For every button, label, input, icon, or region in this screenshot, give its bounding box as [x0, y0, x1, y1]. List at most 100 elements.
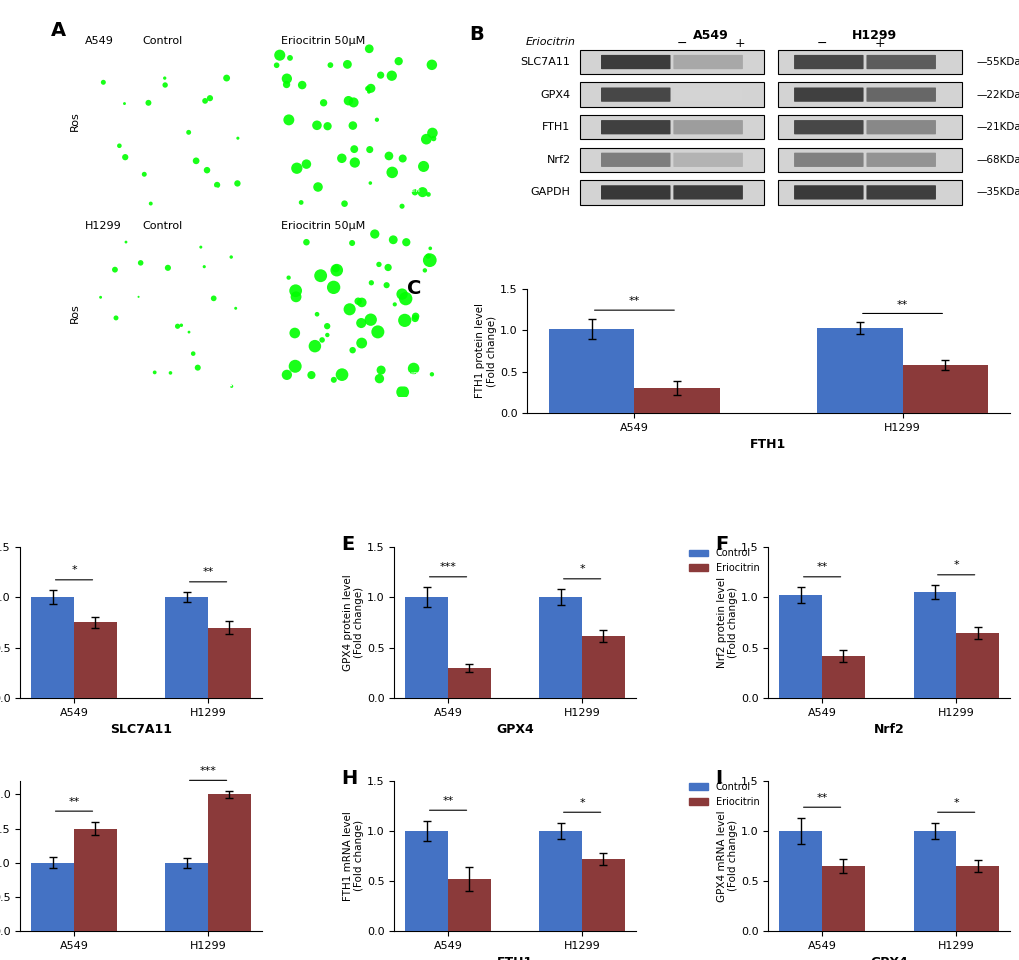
- Bar: [32, 597, 74, 698]
- Text: **: **: [68, 797, 79, 806]
- Text: FTH1: FTH1: [542, 122, 570, 132]
- FancyBboxPatch shape: [600, 120, 669, 134]
- Text: *: *: [71, 565, 76, 575]
- Text: H: H: [341, 769, 358, 787]
- Bar: [74, 828, 116, 931]
- Bar: [539, 830, 582, 931]
- FancyBboxPatch shape: [600, 185, 669, 200]
- X-axis label: Nrf2: Nrf2: [873, 723, 904, 736]
- FancyBboxPatch shape: [673, 153, 742, 167]
- Bar: [548, 328, 634, 413]
- Text: *: *: [579, 798, 584, 807]
- Bar: [902, 365, 986, 413]
- Bar: [779, 595, 821, 698]
- Bar: [913, 830, 955, 931]
- Bar: [913, 592, 955, 698]
- Text: ***: ***: [439, 563, 457, 572]
- FancyBboxPatch shape: [673, 120, 742, 134]
- Text: *: *: [953, 561, 958, 570]
- X-axis label: GPX4: GPX4: [495, 723, 534, 736]
- FancyBboxPatch shape: [580, 83, 763, 107]
- Bar: [634, 388, 719, 413]
- FancyBboxPatch shape: [777, 148, 961, 172]
- FancyBboxPatch shape: [865, 185, 935, 200]
- Text: SLC7A11: SLC7A11: [521, 57, 570, 67]
- Text: Eriocitrin 50μM: Eriocitrin 50μM: [280, 221, 365, 230]
- FancyBboxPatch shape: [793, 87, 863, 102]
- Bar: [165, 597, 208, 698]
- Text: *: *: [579, 564, 584, 574]
- FancyBboxPatch shape: [777, 83, 961, 107]
- Bar: [821, 866, 864, 931]
- Bar: [208, 794, 251, 931]
- FancyBboxPatch shape: [600, 55, 669, 69]
- X-axis label: FTH1: FTH1: [750, 438, 786, 451]
- Text: **: **: [628, 297, 639, 306]
- Y-axis label: GPX4 protein level
(Fold change): GPX4 protein level (Fold change): [342, 574, 364, 671]
- Text: −: −: [676, 37, 686, 50]
- FancyBboxPatch shape: [580, 148, 763, 172]
- FancyBboxPatch shape: [580, 180, 763, 204]
- Bar: [447, 667, 490, 698]
- Bar: [32, 863, 74, 931]
- Text: Ros: Ros: [69, 303, 79, 323]
- X-axis label: SLC7A11: SLC7A11: [110, 723, 172, 736]
- Bar: [582, 636, 625, 698]
- Text: ***: ***: [200, 766, 216, 776]
- Bar: [816, 328, 902, 413]
- Legend: Control, Eriocitrin: Control, Eriocitrin: [684, 778, 763, 810]
- Text: —35KDa: —35KDa: [975, 187, 1019, 198]
- Text: A549: A549: [85, 36, 114, 46]
- Text: Control: Control: [143, 221, 182, 230]
- Y-axis label: FTH1 protein level
(Fold change): FTH1 protein level (Fold change): [475, 303, 496, 398]
- FancyBboxPatch shape: [777, 180, 961, 204]
- Text: A: A: [51, 21, 65, 40]
- FancyBboxPatch shape: [793, 185, 863, 200]
- Text: **: **: [442, 796, 453, 805]
- FancyBboxPatch shape: [580, 115, 763, 139]
- Text: Control: Control: [143, 36, 182, 46]
- Text: **: **: [202, 567, 214, 577]
- Bar: [208, 628, 251, 698]
- Text: +: +: [734, 37, 744, 50]
- Text: C: C: [407, 279, 421, 299]
- Bar: [779, 830, 821, 931]
- Text: *: *: [953, 798, 958, 807]
- FancyBboxPatch shape: [793, 153, 863, 167]
- Text: Ros: Ros: [69, 111, 79, 131]
- Text: **: **: [896, 300, 907, 310]
- Bar: [74, 622, 116, 698]
- Text: —22KDa: —22KDa: [975, 89, 1019, 100]
- Text: —68KDa: —68KDa: [975, 155, 1019, 165]
- FancyBboxPatch shape: [865, 120, 935, 134]
- Text: H1299: H1299: [85, 221, 121, 230]
- Text: +: +: [873, 37, 883, 50]
- Text: GPX4: GPX4: [540, 89, 570, 100]
- FancyBboxPatch shape: [865, 55, 935, 69]
- FancyBboxPatch shape: [673, 87, 742, 102]
- FancyBboxPatch shape: [673, 185, 742, 200]
- FancyBboxPatch shape: [777, 115, 961, 139]
- Bar: [447, 879, 490, 931]
- Y-axis label: Nrf2 protein level
(Fold change): Nrf2 protein level (Fold change): [716, 577, 738, 668]
- Bar: [165, 863, 208, 931]
- Text: Eriocitrin: Eriocitrin: [525, 37, 575, 47]
- Text: —21KDa: —21KDa: [975, 122, 1019, 132]
- FancyBboxPatch shape: [865, 87, 935, 102]
- FancyBboxPatch shape: [600, 87, 669, 102]
- Text: Eriocitrin 50μM: Eriocitrin 50μM: [280, 36, 365, 46]
- Text: E: E: [341, 535, 355, 554]
- Text: H1299: H1299: [851, 29, 897, 42]
- Text: GAPDH: GAPDH: [530, 187, 570, 198]
- Bar: [539, 597, 582, 698]
- FancyBboxPatch shape: [865, 153, 935, 167]
- Bar: [821, 656, 864, 698]
- Text: A549: A549: [692, 29, 728, 42]
- Text: **: **: [815, 793, 827, 803]
- Text: B: B: [469, 25, 484, 43]
- FancyBboxPatch shape: [580, 50, 763, 74]
- Bar: [405, 830, 447, 931]
- Y-axis label: GPX4 mRNA level
(Fold change): GPX4 mRNA level (Fold change): [716, 810, 738, 901]
- FancyBboxPatch shape: [793, 55, 863, 69]
- FancyBboxPatch shape: [777, 50, 961, 74]
